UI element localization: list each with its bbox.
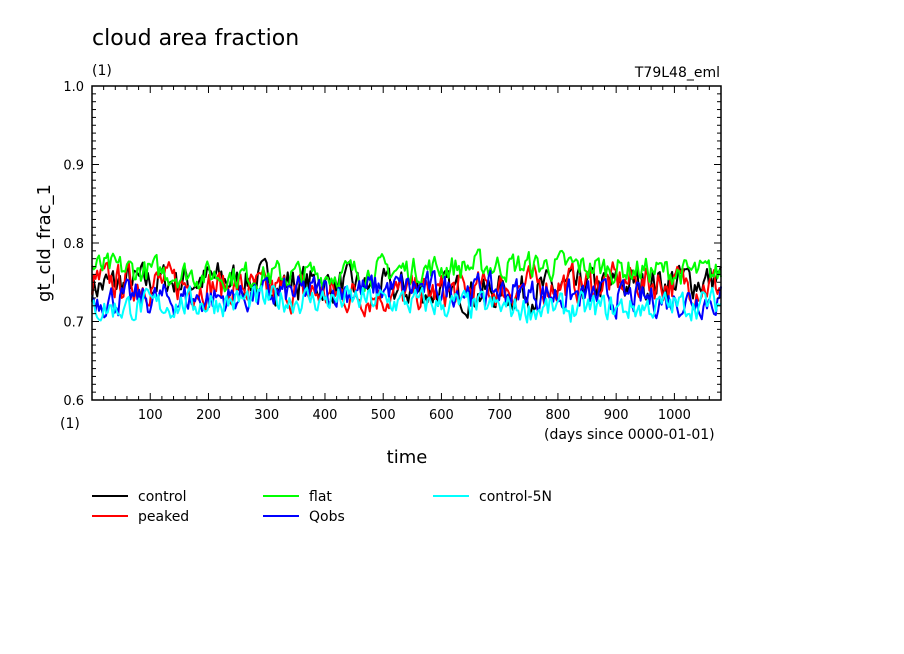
plot-lines: [91, 248, 722, 324]
legend-label: control-5N: [479, 489, 552, 505]
x-tick-label: 300: [254, 408, 279, 423]
chart-subtitle: (1): [92, 63, 112, 79]
legend-label: flat: [309, 489, 332, 505]
y-tick-labels: 0.6 0.7 0.8 0.9 1.0: [63, 80, 84, 409]
x-tick-label: 400: [313, 408, 338, 423]
series-line-flat: [91, 248, 722, 293]
y-tick-label: 1.0: [63, 80, 84, 95]
x-tick-label: 200: [196, 408, 221, 423]
y-tick-label: 0.7: [63, 316, 84, 331]
series-line-qobs: [91, 269, 722, 321]
x-tick-labels: 100 200 300 400 500 600 700 800 900 1000: [138, 408, 691, 423]
y-tick-label: 0.9: [63, 159, 84, 174]
y-tick-label: 0.6: [63, 394, 84, 409]
x-axis-title: time: [387, 447, 428, 468]
tick-marks: [92, 86, 721, 400]
y-tick-label: 0.8: [63, 237, 84, 252]
x-tick-label: 900: [604, 408, 629, 423]
chart-title: cloud area fraction: [92, 26, 299, 51]
x-tick-label: 700: [487, 408, 512, 423]
y-axis-title: gt_cld_frac_1: [34, 184, 55, 302]
y-units-label: (1): [60, 416, 80, 432]
x-units-label: (days since 0000-01-01): [544, 427, 715, 443]
plot-frame: [91, 85, 722, 401]
x-tick-label: 100: [138, 408, 163, 423]
legend-label: Qobs: [309, 509, 345, 525]
x-tick-label: 1000: [658, 408, 691, 423]
x-tick-label: 800: [546, 408, 571, 423]
experiment-label: T79L48_eml: [634, 65, 720, 81]
x-tick-label: 600: [429, 408, 454, 423]
x-tick-label: 500: [371, 408, 396, 423]
series-line-control-5n: [91, 284, 722, 324]
legend: control peaked flat Qobs control-5N: [92, 489, 552, 525]
legend-label: peaked: [138, 509, 189, 525]
legend-label: control: [138, 489, 187, 505]
